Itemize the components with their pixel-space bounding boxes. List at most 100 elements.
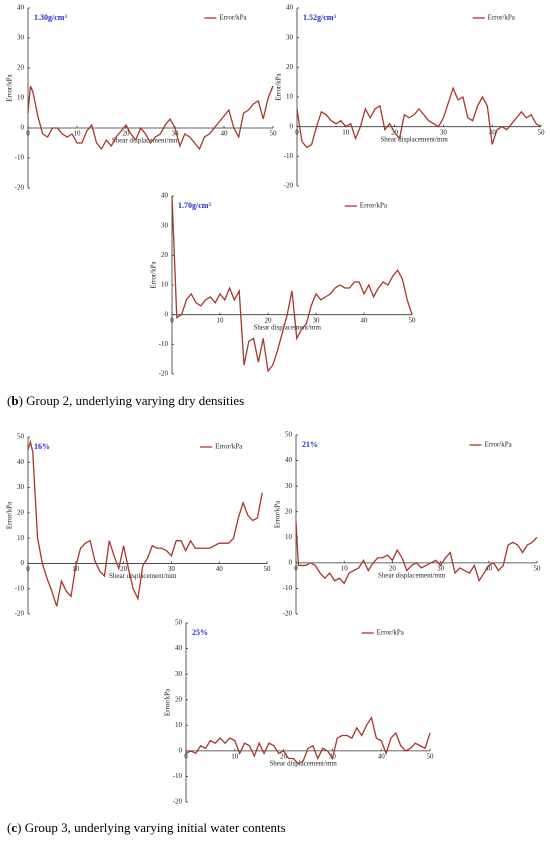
y-tick-label: -20 <box>159 370 169 378</box>
x-tick-label: 0 <box>184 752 188 760</box>
y-tick-label: 40 <box>161 192 169 200</box>
y-tick-label: -20 <box>173 798 183 806</box>
y-axis-label: Error/kPa <box>275 73 283 101</box>
x-tick-label: 10 <box>217 316 225 324</box>
y-tick-label: 20 <box>175 695 183 703</box>
y-axis-label: Error/kPa <box>6 501 14 529</box>
caption-part: ) Group 2, underlying varying dry densit… <box>19 393 245 408</box>
legend-label: Error/kPa <box>215 443 243 451</box>
x-tick-label: 10 <box>74 130 82 138</box>
x-tick-label: 0 <box>26 565 30 573</box>
x-tick-label: 0 <box>26 130 30 138</box>
data-line <box>295 521 538 585</box>
x-tick-label: 10 <box>72 565 80 573</box>
y-axis-label: Error/kPa <box>164 688 172 716</box>
y-tick-label: 20 <box>285 507 293 515</box>
y-tick-label: 20 <box>17 64 25 72</box>
x-axis-label: Shear displacement/mm <box>109 572 177 580</box>
y-tick-label: -10 <box>284 152 294 160</box>
y-tick-label: 10 <box>285 533 293 541</box>
x-tick-label: 10 <box>231 752 239 760</box>
x-axis-label: Shear displacement/mm <box>378 571 446 579</box>
y-tick-label: 0 <box>21 559 25 567</box>
data-line <box>296 86 542 149</box>
x-tick-label: 20 <box>120 565 128 573</box>
caption-part: ( <box>7 393 11 408</box>
caption: (b) Group 2, underlying varying dry dens… <box>7 393 244 408</box>
annotation: 25% <box>192 628 208 637</box>
caption-part: ( <box>7 820 11 835</box>
x-tick-label: 40 <box>361 316 369 324</box>
y-tick-label: -20 <box>283 610 293 618</box>
y-tick-label: 0 <box>179 746 183 754</box>
y-tick-label: 20 <box>17 508 25 516</box>
y-tick-label: 10 <box>17 534 25 542</box>
x-tick-label: 40 <box>489 128 497 136</box>
y-tick-label: 50 <box>17 433 25 441</box>
y-tick-label: 30 <box>161 221 169 229</box>
y-tick-label: 10 <box>175 721 183 729</box>
legend-label: Error/kPa <box>485 441 513 449</box>
y-tick-label: -10 <box>159 340 169 348</box>
y-tick-label: 20 <box>161 251 169 259</box>
y-tick-label: 30 <box>17 483 25 491</box>
x-tick-label: 40 <box>221 130 229 138</box>
y-tick-label: 0 <box>290 122 294 130</box>
x-tick-label: 0 <box>294 564 298 572</box>
caption-part: b <box>11 393 18 408</box>
y-tick-label: -10 <box>283 584 293 592</box>
y-tick-label: 0 <box>289 558 293 566</box>
data-line <box>185 715 431 765</box>
annotation: 16% <box>34 442 50 451</box>
legend-label: Error/kPa <box>488 14 516 22</box>
legend-label: Error/kPa <box>360 202 388 210</box>
y-tick-label: 50 <box>175 619 183 627</box>
x-tick-label: 50 <box>270 130 278 138</box>
y-tick-label: -10 <box>15 584 25 592</box>
x-tick-label: 30 <box>440 128 448 136</box>
x-tick-label: 20 <box>123 130 131 138</box>
annotation: 1.30g/cm³ <box>34 13 67 22</box>
caption-part: ) Group 3, underlying varying initial wa… <box>17 820 286 835</box>
x-tick-label: 40 <box>485 564 493 572</box>
y-tick-label: 40 <box>175 644 183 652</box>
y-tick-label: 30 <box>286 33 294 41</box>
y-tick-label: 40 <box>286 4 294 12</box>
y-tick-label: -20 <box>15 184 25 192</box>
y-tick-label: 10 <box>17 94 25 102</box>
annotation: 21% <box>302 440 318 449</box>
x-tick-label: 0 <box>295 128 299 136</box>
x-axis-label: Shear displacement/mm <box>112 137 180 145</box>
y-tick-label: 20 <box>286 63 294 71</box>
legend-label: Error/kPa <box>219 14 247 22</box>
data-line <box>171 195 413 373</box>
x-tick-label: 40 <box>216 565 224 573</box>
x-tick-label: 20 <box>389 564 397 572</box>
y-tick-label: 40 <box>17 458 25 466</box>
x-tick-label: 20 <box>265 316 273 324</box>
data-line <box>27 439 263 607</box>
x-tick-label: 20 <box>280 752 288 760</box>
x-tick-label: 50 <box>409 316 417 324</box>
legend-label: Error/kPa <box>377 629 405 637</box>
y-tick-label: -20 <box>15 610 25 618</box>
data-line <box>27 85 274 151</box>
y-tick-label: -20 <box>284 182 294 190</box>
y-axis-label: Error/kPa <box>150 261 158 289</box>
y-axis-label: Error/kPa <box>6 74 14 102</box>
annotation: 1.70g/cm³ <box>178 201 211 210</box>
annotation: 1.52g/cm³ <box>303 13 336 22</box>
x-tick-label: 30 <box>437 564 445 572</box>
x-axis-label: Shear displacement/mm <box>380 135 448 143</box>
x-tick-label: 50 <box>427 752 435 760</box>
y-tick-label: -10 <box>173 772 183 780</box>
x-axis-label: Shear displacement/mm <box>269 759 337 767</box>
caption: (c) Group 3, underlying varying initial … <box>7 820 286 835</box>
y-tick-label: 30 <box>17 34 25 42</box>
x-tick-label: 50 <box>538 128 546 136</box>
y-tick-label: 10 <box>161 281 169 289</box>
y-tick-label: 30 <box>175 670 183 678</box>
y-tick-label: 40 <box>285 456 293 464</box>
x-tick-label: 40 <box>378 752 386 760</box>
y-tick-label: 10 <box>286 93 294 101</box>
